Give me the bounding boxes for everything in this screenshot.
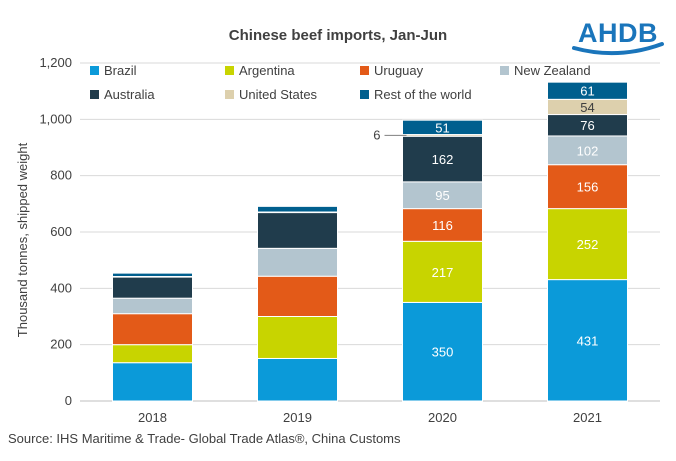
annotations: 6 <box>373 127 407 142</box>
y-tick-label: 600 <box>50 224 72 239</box>
data-label: 116 <box>432 218 453 233</box>
data-label: 76 <box>580 118 594 133</box>
x-tick-label: 2018 <box>138 410 167 425</box>
logo-text: AHDB <box>578 18 658 48</box>
data-label: 217 <box>432 265 454 280</box>
bar-segment <box>257 275 338 318</box>
logo-swoosh-icon <box>572 42 664 56</box>
y-tick-label: 1,000 <box>39 111 72 126</box>
legend-item: Australia <box>90 87 155 102</box>
legend-item: United States <box>225 87 318 102</box>
bar-segment <box>547 135 628 166</box>
data-label: 61 <box>580 84 594 99</box>
legend: Brazil Argentina Uruguay New Zealand Austral… <box>90 63 591 102</box>
legend-label: Uruguay <box>374 63 424 78</box>
y-tick-label: 0 <box>65 393 72 408</box>
legend-swatch <box>360 66 369 75</box>
legend-label: Brazil <box>104 63 137 78</box>
bar-segment <box>112 362 193 402</box>
bar-segment <box>257 205 338 213</box>
x-tick-label: 2021 <box>573 410 602 425</box>
bar-segment <box>547 164 628 210</box>
legend-item: Rest of the world <box>360 87 472 102</box>
x-tick-label: 2019 <box>283 410 312 425</box>
y-axis-title: Thousand tonnes, shipped weight <box>15 142 30 337</box>
x-tick-label: 2020 <box>428 410 457 425</box>
bar-segment <box>257 247 338 277</box>
legend-swatch <box>90 90 99 99</box>
y-tick-label: 200 <box>50 337 72 352</box>
y-tick-label: 800 <box>50 168 72 183</box>
bar-segment <box>402 135 483 183</box>
legend-item: Uruguay <box>360 63 424 78</box>
data-label: 162 <box>432 152 454 167</box>
bar-segment <box>257 357 338 402</box>
legend-swatch <box>360 90 369 99</box>
legend-item: Argentina <box>225 63 295 78</box>
bar-segment <box>112 297 193 315</box>
legend-swatch <box>500 66 509 75</box>
legend-swatch <box>225 90 234 99</box>
bar-segment <box>112 272 193 278</box>
data-label: 95 <box>435 188 449 203</box>
source-note: Source: IHS Maritime & Trade- Global Tra… <box>8 431 401 446</box>
data-label: 51 <box>435 120 449 135</box>
y-tick-label: 400 <box>50 280 72 295</box>
legend-item: New Zealand <box>500 63 591 78</box>
x-axis-ticks: 2018 2019 2020 2021 <box>138 410 602 425</box>
bar-segment <box>402 240 483 303</box>
bar-segment <box>402 181 483 210</box>
data-label: 102 <box>577 143 599 158</box>
legend-label: New Zealand <box>514 63 591 78</box>
data-label: 350 <box>432 345 454 360</box>
y-tick-label: 1,200 <box>39 55 72 70</box>
y-axis-ticks: 0 200 400 600 800 1,000 1,200 <box>39 55 72 408</box>
legend-label: Argentina <box>239 63 295 78</box>
legend-swatch <box>225 66 234 75</box>
legend-swatch <box>90 66 99 75</box>
bar-segment <box>402 301 483 402</box>
bar-segment <box>547 81 628 100</box>
bar-segment <box>112 276 193 299</box>
legend-item: Brazil <box>90 63 137 78</box>
data-label: 156 <box>577 180 599 195</box>
bar-segment <box>257 316 338 359</box>
data-label: 431 <box>577 333 599 348</box>
legend-label: Australia <box>104 87 155 102</box>
bar-segment <box>112 344 193 364</box>
data-label: 252 <box>577 237 599 252</box>
bar-segment <box>112 313 193 346</box>
bar-segment <box>402 208 483 242</box>
legend-label: United States <box>239 87 318 102</box>
chart-title: Chinese beef imports, Jan-Jun <box>229 27 447 44</box>
bar-segment <box>547 279 628 402</box>
ahdb-logo: AHDB <box>572 18 664 56</box>
annotation-label: 6 <box>373 127 380 142</box>
bar-segment <box>257 212 338 249</box>
bar-segment <box>402 119 483 136</box>
legend-label: Rest of the world <box>374 87 472 102</box>
data-label: 54 <box>580 100 594 115</box>
